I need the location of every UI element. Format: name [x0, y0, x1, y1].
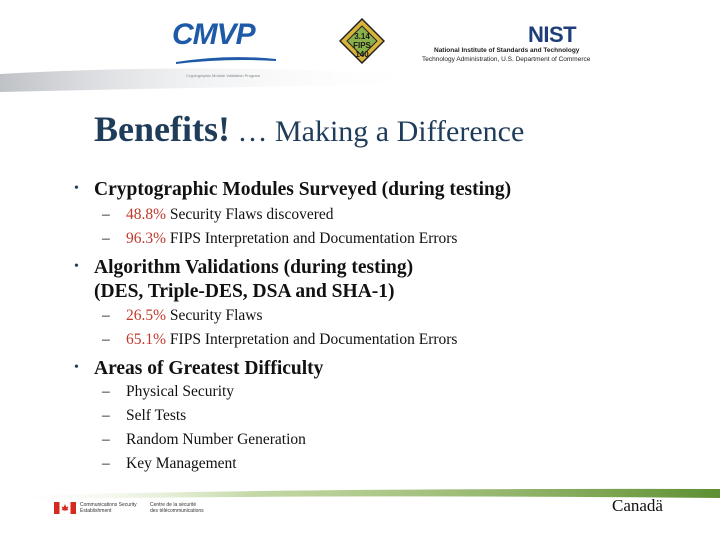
sub-bullet: 26.5% Security Flaws [126, 307, 262, 325]
bullet-algorithm-list: (DES, Triple-DES, DSA and SHA-1) [94, 281, 395, 302]
sub-bullet: 65.1% FIPS Interpretation and Documentat… [126, 331, 457, 349]
cmvp-logo: CMVP Cryptographic Module Validation Pro… [172, 18, 282, 78]
bullet-greatest-difficulty: Areas of Greatest Difficulty [94, 358, 324, 379]
swoosh-icon [176, 57, 276, 64]
sub-bullet-text: Random Number Generation [126, 431, 306, 448]
seal-line-1: 3.14 [354, 32, 370, 41]
sub-bullet-text: Physical Security [126, 383, 235, 400]
dash-icon: – [102, 230, 110, 247]
nist-logo: NIST National Institute of Standards and… [420, 22, 610, 66]
sub-bullet: 96.3% FIPS Interpretation and Documentat… [126, 230, 457, 248]
sub-bullet-text: Self Tests [126, 407, 187, 424]
cse-french-line-1: Centre de la sécurité [150, 502, 197, 508]
cse-english: Communications Security Establishment [80, 502, 137, 514]
cse-french-line-2: des télécommunications [150, 508, 204, 514]
bullet-icon: • [74, 360, 79, 375]
cmvp-logo-text: CMVP [172, 18, 256, 51]
dash-icon: – [102, 331, 110, 348]
sub-bullet-text: FIPS Interpretation and Documentation Er… [166, 230, 458, 247]
percent-value: 65.1% [126, 331, 167, 348]
footer-decoration [0, 488, 720, 500]
sub-bullet-text: Security Flaws discovered [166, 206, 334, 223]
dash-icon: – [102, 206, 110, 223]
dash-icon: – [102, 431, 110, 448]
sub-bullet-text: FIPS Interpretation and Documentation Er… [166, 331, 458, 348]
percent-value: 26.5% [126, 307, 167, 324]
nist-admin: Technology Administration, U.S. Departme… [422, 56, 591, 63]
title-main: Benefits! [94, 109, 230, 149]
dash-icon: – [102, 383, 110, 400]
cse-french: Centre de la sécurité des télécommunicat… [150, 502, 204, 514]
nist-name: National Institute of Standards and Tech… [434, 47, 580, 54]
bullet-icon: • [74, 259, 79, 274]
canada-flag-icon [54, 502, 76, 514]
percent-value: 48.8% [126, 206, 167, 223]
cse-english-line-1: Communications Security [80, 502, 137, 508]
cse-english-line-2: Establishment [80, 508, 112, 514]
bullet-algorithm-validations: Algorithm Validations (during testing) [94, 257, 414, 278]
percent-value: 96.3% [126, 230, 167, 247]
bullet-modules-surveyed: Cryptographic Modules Surveyed (during t… [94, 179, 512, 200]
canada-wordmark: Canadä [612, 496, 663, 515]
sub-bullet-text: Security Flaws [166, 307, 263, 324]
dash-icon: – [102, 407, 110, 424]
title-sub: … Making a Difference [229, 115, 525, 148]
seal-line-3: 140 [355, 50, 369, 59]
sub-bullet: 48.8% Security Flaws discovered [126, 206, 334, 224]
sub-bullet-text: Key Management [126, 455, 237, 472]
fips-seal-icon: 3.14 FIPS 140 [338, 17, 386, 65]
nist-logo-text: NIST [528, 22, 577, 47]
page-title: Benefits! … Making a Difference [94, 108, 524, 150]
header-decoration [0, 68, 720, 92]
bullet-icon: • [74, 181, 79, 196]
dash-icon: – [102, 307, 110, 324]
seal-line-2: FIPS [353, 41, 371, 50]
dash-icon: – [102, 455, 110, 472]
